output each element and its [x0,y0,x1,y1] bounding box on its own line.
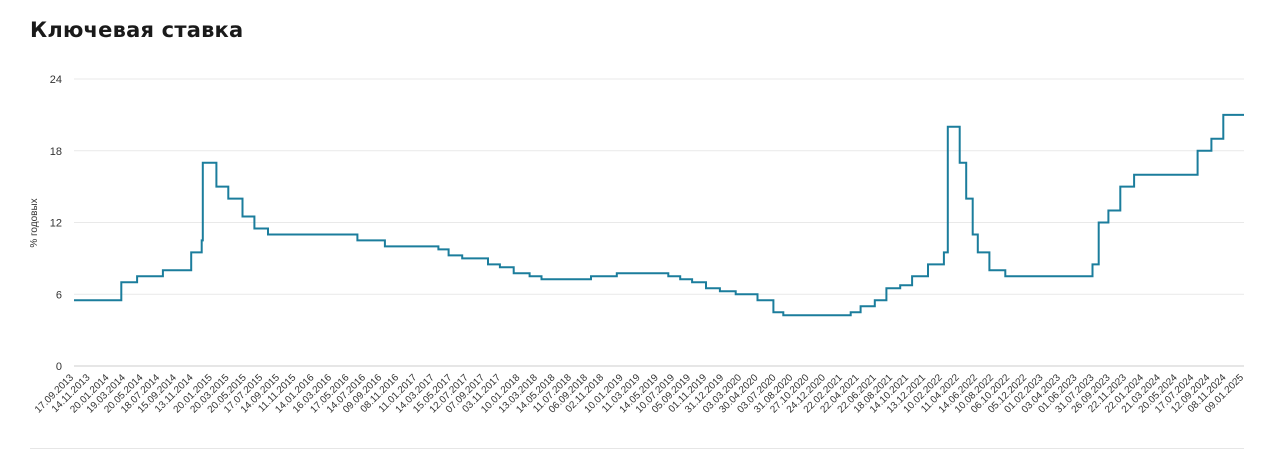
y-tick-label: 12 [50,218,62,230]
y-tick-label: 6 [56,289,62,301]
bottom-divider [30,448,1244,449]
x-axis-ticks: 17.09.201314.11.201320.01.201419.03.2014… [33,372,1246,415]
y-axis-label: % годовых [29,198,40,247]
y-tick-label: 0 [56,361,62,373]
grid-lines [74,78,1244,367]
y-tick-label: 18 [50,146,62,158]
y-axis-ticks: 0 6 12 18 24 [50,74,62,373]
page-title: Ключевая ставка [30,18,244,42]
y-tick-label: 24 [50,74,62,86]
series-line [74,113,1244,317]
